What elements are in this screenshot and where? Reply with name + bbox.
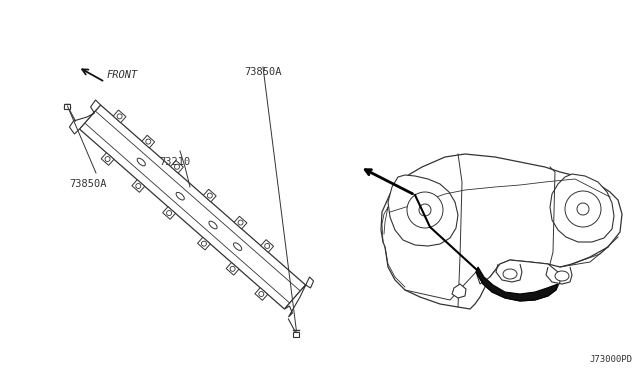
Circle shape xyxy=(259,292,264,296)
Circle shape xyxy=(265,243,269,248)
Circle shape xyxy=(577,203,589,215)
Circle shape xyxy=(207,193,212,198)
Polygon shape xyxy=(142,135,155,148)
Ellipse shape xyxy=(176,192,184,200)
Text: 73850A: 73850A xyxy=(69,179,107,189)
Polygon shape xyxy=(388,175,458,246)
Text: 73850A: 73850A xyxy=(244,67,282,77)
Text: 73210: 73210 xyxy=(159,157,191,167)
Polygon shape xyxy=(198,237,211,250)
Circle shape xyxy=(117,114,122,119)
Circle shape xyxy=(397,182,453,238)
Circle shape xyxy=(136,183,141,189)
Ellipse shape xyxy=(555,271,569,281)
Polygon shape xyxy=(70,100,100,134)
Circle shape xyxy=(146,139,151,144)
Polygon shape xyxy=(381,154,622,309)
Polygon shape xyxy=(284,277,314,317)
Circle shape xyxy=(202,241,207,246)
Ellipse shape xyxy=(503,269,517,279)
Circle shape xyxy=(105,157,110,161)
Circle shape xyxy=(238,220,243,225)
Circle shape xyxy=(175,164,179,169)
Ellipse shape xyxy=(234,243,242,250)
Ellipse shape xyxy=(209,221,217,229)
Circle shape xyxy=(565,191,601,227)
Circle shape xyxy=(555,181,611,237)
Polygon shape xyxy=(476,260,560,301)
Text: J73000PD: J73000PD xyxy=(589,355,632,364)
Polygon shape xyxy=(101,153,114,165)
Polygon shape xyxy=(452,284,466,298)
Text: FRONT: FRONT xyxy=(107,70,138,80)
Polygon shape xyxy=(255,288,268,300)
Polygon shape xyxy=(132,180,145,192)
Polygon shape xyxy=(550,174,614,242)
Ellipse shape xyxy=(137,158,145,166)
Polygon shape xyxy=(234,216,247,229)
Polygon shape xyxy=(163,207,175,219)
Polygon shape xyxy=(260,240,273,252)
Circle shape xyxy=(419,204,431,216)
Circle shape xyxy=(230,266,235,271)
Bar xyxy=(294,332,300,337)
Polygon shape xyxy=(476,267,558,301)
Circle shape xyxy=(166,211,172,215)
Circle shape xyxy=(407,192,443,228)
Polygon shape xyxy=(226,263,239,275)
Polygon shape xyxy=(204,189,216,202)
Bar xyxy=(65,104,70,109)
Polygon shape xyxy=(171,160,184,173)
Polygon shape xyxy=(113,110,126,123)
Polygon shape xyxy=(79,105,305,309)
